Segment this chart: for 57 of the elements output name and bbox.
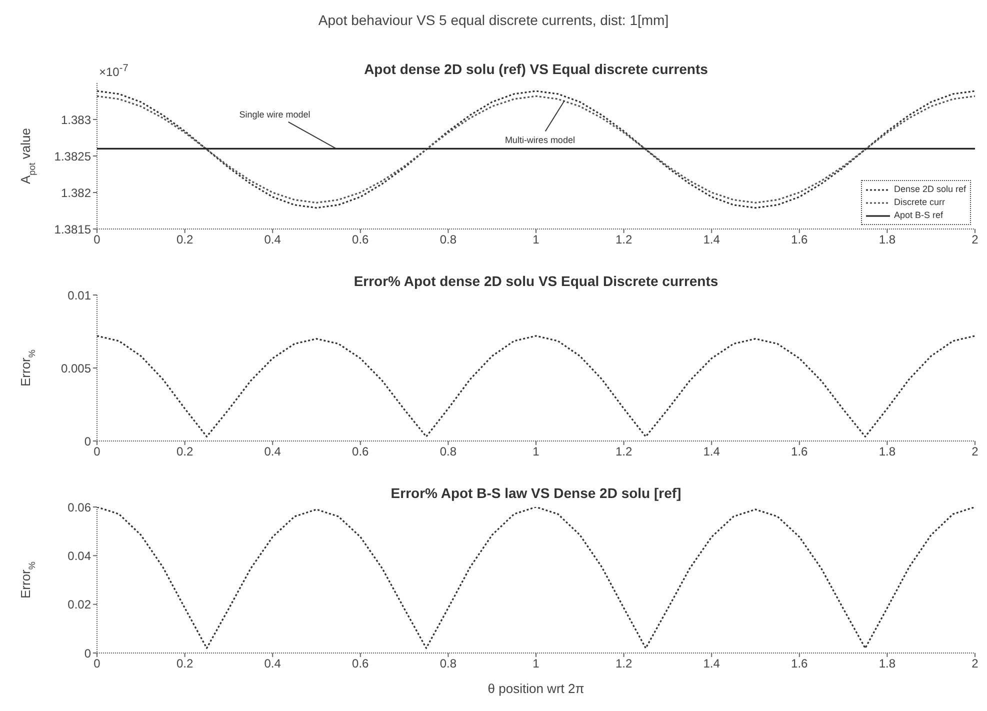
x-tick-label: 1 bbox=[532, 656, 540, 671]
x-tick-label: 1.2 bbox=[615, 656, 632, 671]
y-tick-label: 0.02 bbox=[68, 598, 92, 612]
x-tick-label: 1.2 bbox=[615, 444, 632, 459]
x-tick-label: 1.8 bbox=[878, 444, 896, 459]
x-tick-label: 0.8 bbox=[440, 656, 457, 671]
x-tick-label: 1.8 bbox=[878, 656, 896, 671]
line-series bbox=[97, 335, 975, 438]
legend-label: Dense 2D solu ref bbox=[894, 184, 966, 194]
x-tick-label: 1.6 bbox=[791, 656, 808, 671]
x-tick-label: 0.4 bbox=[264, 444, 282, 459]
x-tick-label: 0 bbox=[94, 656, 101, 671]
chart-title: Error% Apot dense 2D solu VS Equal Discrete currents bbox=[354, 273, 718, 289]
x-tick-label: 0.8 bbox=[440, 444, 457, 459]
x-tick-label: 0.4 bbox=[264, 656, 282, 671]
annotation: Single wire model bbox=[239, 110, 310, 120]
y-tick-label: 1.3825 bbox=[54, 149, 92, 164]
line-series bbox=[97, 507, 975, 649]
x-axis-title: θ position wrt 2π bbox=[488, 681, 584, 696]
x-tick-label: 1.6 bbox=[791, 232, 808, 247]
y-tick-label: 0.005 bbox=[60, 361, 92, 376]
x-tick-label: 0.6 bbox=[352, 656, 370, 671]
text: Apot behaviour VS 5 equal discrete currents, dist: 1[mm] bbox=[318, 12, 669, 28]
y-tick-label: 0.04 bbox=[68, 548, 92, 563]
legend-label: Discrete curr bbox=[894, 197, 945, 207]
x-tick-label: 0.2 bbox=[176, 444, 194, 459]
x-tick-label: 1.8 bbox=[878, 232, 896, 247]
x-tick-label: 1.4 bbox=[703, 232, 720, 247]
x-tick-label: 0 bbox=[94, 232, 101, 247]
x-tick-label: 0.2 bbox=[176, 232, 194, 247]
legend-label: Apot B-S ref bbox=[894, 210, 943, 220]
y-tick-label: 1.383 bbox=[60, 112, 92, 127]
x-tick-label: 1.6 bbox=[791, 444, 808, 459]
y-tick-label: 0.01 bbox=[68, 288, 92, 302]
x-tick-label: 0.6 bbox=[352, 444, 370, 459]
x-tick-label: 1 bbox=[532, 444, 540, 459]
y-tick-label: 0 bbox=[84, 646, 92, 660]
x-tick-label: 1.2 bbox=[615, 232, 632, 247]
x-tick-label: 2 bbox=[972, 656, 979, 671]
x-tick-label: 1.4 bbox=[703, 656, 720, 671]
annotation: Multi-wires model bbox=[504, 135, 575, 146]
x-tick-label: 0.4 bbox=[264, 232, 282, 247]
x-tick-label: 0.8 bbox=[440, 232, 457, 247]
x-tick-label: 1.4 bbox=[703, 444, 720, 459]
y-tick-label: 0.06 bbox=[68, 500, 92, 514]
chart-title: Apot dense 2D solu (ref) VS Equal discrete currents bbox=[364, 61, 708, 77]
y-tick-label: 0 bbox=[84, 434, 92, 448]
x-tick-label: 2 bbox=[972, 232, 979, 247]
x-tick-label: 1 bbox=[532, 232, 540, 247]
x-tick-label: 0 bbox=[94, 444, 101, 459]
x-tick-label: 0.2 bbox=[176, 656, 194, 671]
y-tick-label: 1.382 bbox=[60, 186, 92, 200]
text: ×10$^{-7}$ bbox=[99, 63, 128, 79]
chart-title: Error% Apot B-S law VS Dense 2D solu [ref] bbox=[390, 485, 682, 501]
x-tick-label: 0.6 bbox=[352, 232, 370, 247]
x-tick-label: 2 bbox=[972, 444, 979, 459]
y-tick-label: 1.3815 bbox=[54, 222, 92, 236]
